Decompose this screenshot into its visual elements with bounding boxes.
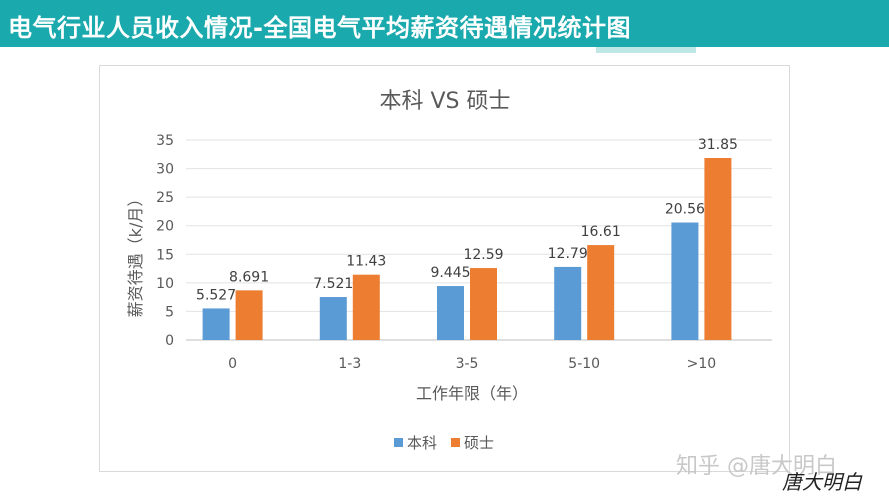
x-tick-label: 5-10: [568, 356, 600, 372]
watermark-text: 知乎 @唐大明白: [676, 454, 837, 479]
bar-bachelor: [319, 297, 347, 340]
chart-bars: [202, 158, 732, 340]
data-label: 8.691: [229, 269, 269, 285]
data-label: 5.527: [196, 287, 236, 303]
bar-master: [352, 274, 380, 340]
legend-swatch: [451, 438, 460, 447]
chart-data-labels: 5.527 8.691 7.521 11.43 9.445 12.59 12.79 16.61…: [196, 137, 738, 303]
bar-master: [587, 245, 615, 340]
bar-bachelor: [202, 308, 230, 340]
x-tick-label: 1-3: [338, 356, 361, 372]
y-tick-label: 0: [165, 333, 174, 349]
bar-master: [704, 158, 732, 340]
data-label: 12.59: [463, 247, 503, 263]
y-tick-label: 25: [156, 190, 174, 206]
bar-bachelor: [671, 222, 699, 340]
x-tick-label: 3-5: [456, 356, 479, 372]
y-tick-label: 5: [165, 304, 174, 320]
data-label: 16.61: [581, 224, 621, 240]
header-accent-strip: [596, 47, 696, 53]
y-tick-label: 10: [156, 276, 174, 292]
legend-label: 本科: [407, 434, 437, 452]
data-label: 7.521: [313, 276, 353, 292]
x-axis-ticks: 0 1-3 3-5 5-10 >10: [228, 356, 716, 372]
legend-swatch: [394, 438, 403, 447]
chart-title: 本科 VS 硕士: [379, 89, 510, 114]
legend-label: 硕士: [464, 434, 494, 452]
bar-master: [470, 268, 497, 340]
signature-text: 唐大明白: [782, 470, 862, 494]
data-label: 12.79: [548, 246, 588, 262]
x-tick-label: 0: [228, 356, 237, 372]
data-label: 20.56: [665, 202, 705, 218]
y-tick-label: 30: [156, 162, 174, 178]
bar-master: [235, 290, 263, 340]
bar-bachelor: [437, 286, 464, 340]
y-axis-title: 薪资待遇（k/月）: [126, 191, 145, 318]
y-tick-label: 35: [156, 133, 174, 149]
x-tick-label: >10: [687, 356, 717, 372]
y-tick-label: 15: [156, 247, 174, 263]
data-label: 9.445: [430, 265, 470, 281]
data-label: 31.85: [698, 137, 738, 153]
bar-bachelor: [554, 266, 582, 340]
y-tick-label: 20: [156, 219, 174, 235]
data-label: 11.43: [346, 254, 386, 270]
x-axis-title: 工作年限（年）: [416, 384, 528, 403]
y-axis-ticks: 0 5 10 15 20 25 30 35: [156, 133, 174, 349]
chart-legend: 本科 硕士: [394, 434, 494, 452]
header-bar: 电气行业人员收入情况-全国电气平均薪资待遇情况统计图: [0, 0, 889, 47]
page-title: 电气行业人员收入情况-全国电气平均薪资待遇情况统计图: [8, 14, 631, 42]
